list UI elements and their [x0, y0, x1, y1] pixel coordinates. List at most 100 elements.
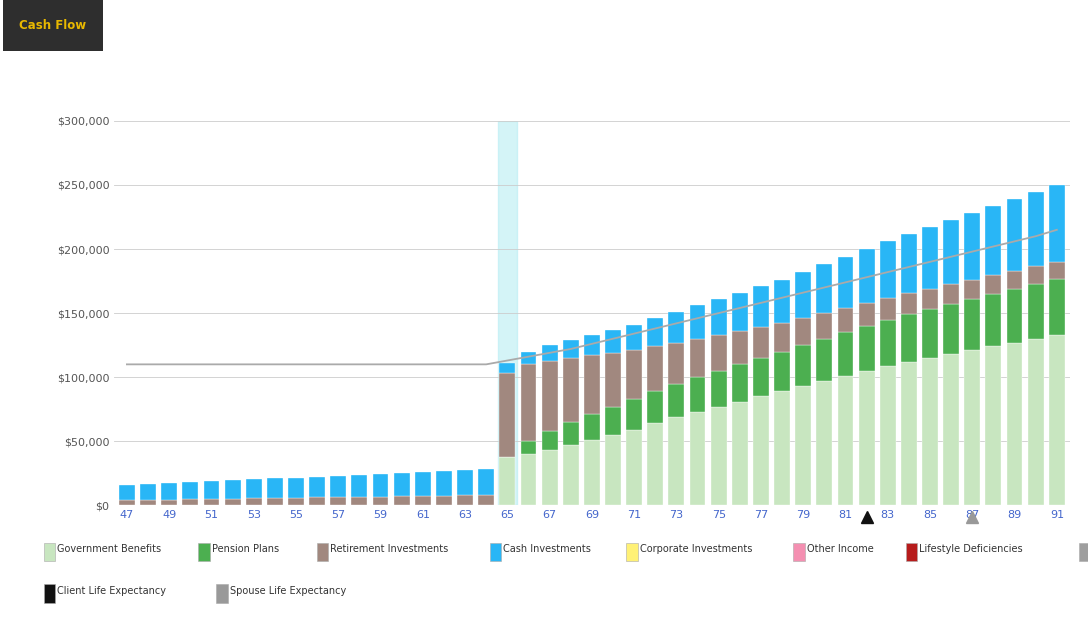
Bar: [627, 325, 642, 350]
Bar: [1006, 343, 1023, 505]
Bar: [858, 326, 875, 371]
Bar: [288, 498, 304, 505]
Bar: [668, 384, 684, 417]
Bar: [542, 360, 557, 431]
Bar: [542, 450, 557, 505]
Bar: [1028, 339, 1043, 505]
Bar: [753, 286, 769, 327]
Bar: [964, 350, 980, 505]
Bar: [44, 584, 55, 603]
Bar: [986, 275, 1001, 294]
Bar: [710, 407, 727, 505]
Bar: [140, 484, 156, 500]
Bar: [457, 471, 473, 495]
Bar: [943, 284, 960, 304]
Bar: [520, 454, 536, 505]
Bar: [198, 542, 210, 561]
Bar: [584, 335, 599, 355]
Bar: [943, 354, 960, 505]
Bar: [690, 377, 705, 412]
Bar: [183, 499, 198, 505]
Bar: [838, 376, 853, 505]
Bar: [795, 386, 812, 505]
Bar: [795, 272, 812, 318]
Bar: [753, 358, 769, 396]
Bar: [690, 306, 705, 339]
Text: Client Life Expectancy: Client Life Expectancy: [57, 586, 166, 596]
Bar: [901, 314, 917, 362]
Bar: [627, 430, 642, 505]
Bar: [479, 469, 494, 495]
Bar: [732, 331, 747, 365]
Bar: [436, 471, 452, 495]
Bar: [317, 542, 329, 561]
Text: Financial Assets: Financial Assets: [160, 19, 254, 32]
Bar: [880, 241, 895, 298]
Bar: [880, 298, 895, 319]
Bar: [690, 339, 705, 377]
Bar: [499, 456, 516, 505]
Bar: [44, 542, 55, 561]
Bar: [479, 495, 494, 505]
Bar: [436, 495, 452, 505]
Bar: [331, 497, 346, 505]
Bar: [542, 345, 557, 360]
Bar: [1049, 185, 1065, 262]
Bar: [986, 206, 1001, 275]
Bar: [880, 319, 895, 366]
Text: Corporate Investments: Corporate Investments: [640, 544, 752, 554]
Bar: [520, 441, 536, 454]
Bar: [499, 363, 516, 373]
Bar: [1078, 542, 1088, 561]
Bar: [923, 289, 938, 309]
Bar: [986, 347, 1001, 505]
Bar: [288, 477, 304, 498]
Bar: [605, 407, 621, 435]
Bar: [690, 412, 705, 505]
Text: Cash Flow: Cash Flow: [18, 19, 86, 32]
Bar: [795, 345, 812, 386]
Bar: [923, 358, 938, 505]
Bar: [858, 371, 875, 505]
Bar: [203, 499, 220, 505]
Bar: [753, 396, 769, 505]
Bar: [309, 497, 325, 505]
Bar: [584, 440, 599, 505]
Bar: [3, 0, 103, 51]
Bar: [1049, 278, 1065, 335]
Bar: [161, 483, 177, 500]
Text: Retirement Investments: Retirement Investments: [331, 544, 448, 554]
Bar: [838, 308, 853, 332]
Bar: [1006, 199, 1023, 271]
Bar: [753, 327, 769, 358]
Bar: [542, 431, 557, 450]
Bar: [1028, 192, 1043, 267]
Bar: [901, 293, 917, 314]
Bar: [246, 479, 261, 498]
Bar: [858, 249, 875, 303]
Bar: [415, 472, 431, 496]
Bar: [905, 542, 917, 561]
Bar: [372, 474, 388, 497]
Bar: [901, 362, 917, 505]
Bar: [732, 402, 747, 505]
Bar: [1049, 335, 1065, 505]
Bar: [964, 280, 980, 299]
Text: Income Tax: Income Tax: [288, 19, 356, 32]
Bar: [605, 353, 621, 407]
Text: Other Income: Other Income: [807, 544, 874, 554]
Bar: [647, 347, 664, 391]
Bar: [1006, 289, 1023, 343]
Bar: [901, 234, 917, 293]
Bar: [838, 332, 853, 376]
Text: Lifestyle Deficiencies: Lifestyle Deficiencies: [919, 544, 1023, 554]
Bar: [267, 479, 283, 498]
Bar: [562, 358, 579, 422]
Text: Spouse Life Expectancy: Spouse Life Expectancy: [230, 586, 346, 596]
Bar: [1006, 271, 1023, 289]
Bar: [161, 500, 177, 505]
Bar: [627, 399, 642, 430]
Bar: [119, 485, 135, 500]
Bar: [224, 480, 240, 498]
Bar: [309, 477, 325, 497]
